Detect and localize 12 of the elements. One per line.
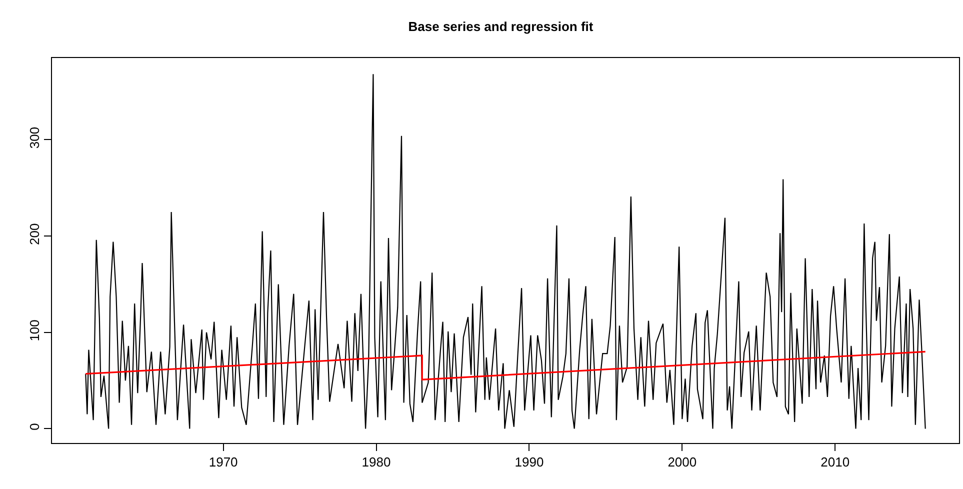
chart-title: Base series and regression fit [408, 19, 594, 34]
x-tick-label: 2000 [668, 454, 697, 470]
x-tick-label: 1990 [514, 454, 544, 470]
line-series [85, 74, 926, 430]
y-tick-label: 0 [26, 423, 42, 430]
y-tick-label: 200 [26, 223, 42, 245]
line-series [84, 350, 926, 380]
y-tick-label: 300 [26, 126, 42, 149]
y-tick-label: 100 [26, 320, 42, 342]
x-tick-label: 1980 [362, 454, 391, 470]
x-tick-label: 1970 [208, 454, 238, 470]
x-tick-label: 2010 [820, 454, 850, 470]
